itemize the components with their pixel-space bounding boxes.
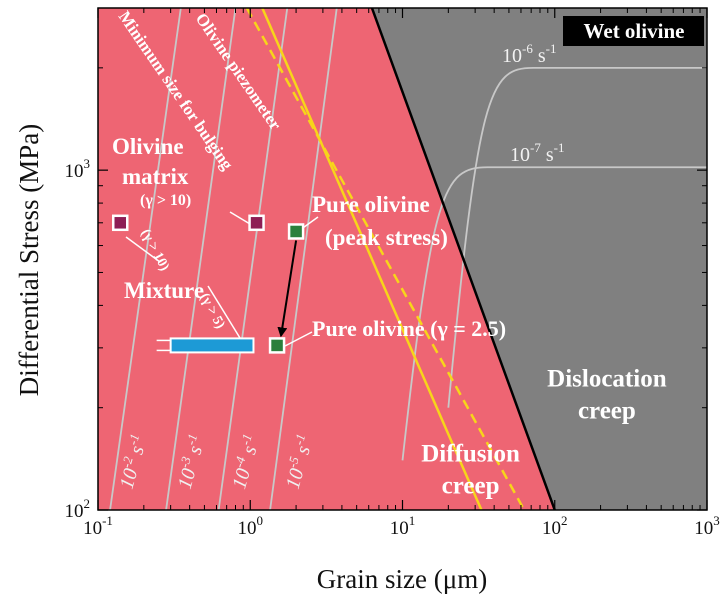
mixture-gamma5-pointer (207, 285, 241, 339)
chart-title: Wet olivine (584, 19, 685, 43)
mixture-label: Mixture (124, 278, 204, 303)
diffusion-rate-label: 10-3 s-1 (171, 432, 210, 491)
x-tick-label: 101 (390, 513, 416, 539)
diffusion-creep-region (98, 8, 555, 510)
svg-text:10-5 s-1: 10-5 s-1 (279, 432, 318, 491)
svg-text:10-2 s-1: 10-2 s-1 (113, 432, 152, 491)
region-label-line2: creep (442, 473, 500, 500)
peak-stress-label-1: Pure olivine (312, 192, 430, 217)
x-tick-label: 100 (238, 513, 264, 539)
olivine-matrix-label-1: Olivine (112, 134, 184, 159)
gamma25-pointer (284, 331, 313, 347)
dislocation-rate-label: 10-7 s-1 (510, 140, 564, 166)
diffusion-isoline (269, 8, 338, 510)
title-badge (563, 16, 704, 46)
diffusion-rate-label: 10-2 s-1 (113, 432, 152, 491)
diffusion-isoline (217, 8, 289, 510)
peak-stress-label-2: (peak stress) (325, 225, 448, 250)
olivine-matrix-label-3: (γ > 10) (140, 192, 191, 209)
region-label-line2: creep (578, 397, 636, 424)
dislocation-isoline (447, 66, 707, 408)
diffusion-isoline (109, 8, 182, 510)
gamma25-label: Pure olivine (γ = 2.5) (312, 316, 506, 341)
region-label-line1: Diffusion (421, 441, 520, 468)
data-point (287, 223, 305, 240)
dislocation-rate-label: 10-6 s-1 (502, 41, 556, 67)
data-point (111, 214, 129, 232)
data-point (248, 214, 265, 232)
olivine-piezometer-line (261, 8, 483, 510)
x-tick-label: 102 (542, 513, 568, 539)
diffusion-isoline (165, 8, 237, 510)
svg-text:10-3 s-1: 10-3 s-1 (171, 432, 210, 491)
y-tick-label: 103 (65, 156, 91, 182)
region-label-line1: Dislocation (547, 365, 667, 392)
y-tick-label: 102 (65, 496, 91, 522)
dislocation-creep-region (371, 8, 707, 510)
olivine-matrix-pointer (229, 211, 251, 225)
olivine-matrix-label-2: matrix (122, 164, 189, 189)
mixture-range-bar (169, 337, 255, 354)
x-axis-label: Grain size (μm) (317, 564, 487, 594)
y-axis-label: Differential Stress (MPa) (14, 124, 44, 396)
data-point (268, 337, 286, 354)
mixture-gamma10-pointer (125, 236, 161, 263)
x-tick-label: 10-1 (83, 513, 113, 539)
diffusion-dislocation-boundary (370, 8, 556, 510)
dislocation-isoline (401, 166, 707, 461)
x-tick-label: 103 (694, 513, 720, 539)
diffusion-rate-label: 10-5 s-1 (279, 432, 318, 491)
peak-to-steady-arrow (277, 240, 298, 338)
